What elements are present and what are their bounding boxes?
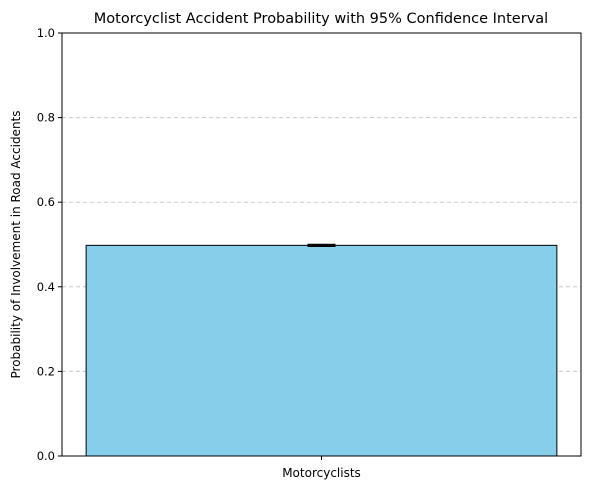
bar xyxy=(85,244,558,457)
y-tick-label: 0.8 xyxy=(37,111,55,125)
x-axis-ticks: Motorcyclists xyxy=(282,456,361,480)
chart-title: Motorcyclist Accident Probability with 9… xyxy=(94,11,548,27)
y-axis-ticks: 0.0 0.2 0.4 0.6 0.8 1.0 xyxy=(37,26,62,463)
x-tick-label: Motorcyclists xyxy=(282,466,361,480)
error-bars xyxy=(307,243,336,247)
y-tick-label: 0.0 xyxy=(37,449,55,463)
y-tick-label: 0.6 xyxy=(37,195,55,209)
y-tick-label: 0.2 xyxy=(37,364,55,378)
y-tick-label: 1.0 xyxy=(37,26,55,40)
bars xyxy=(85,244,558,457)
y-tick-label: 0.4 xyxy=(37,280,55,294)
y-axis-label: Probability of Involvement in Road Accid… xyxy=(9,110,23,378)
